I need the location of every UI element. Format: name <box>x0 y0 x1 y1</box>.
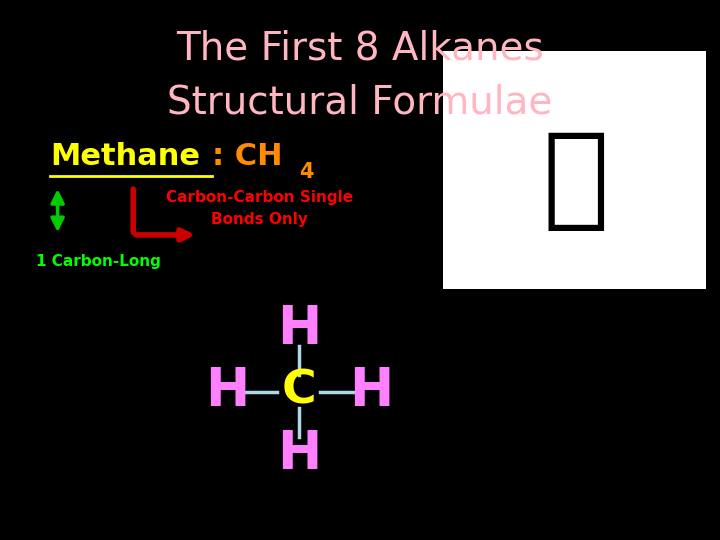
Text: The First 8 Alkanes: The First 8 Alkanes <box>176 30 544 68</box>
Text: Methane: Methane <box>50 142 200 171</box>
Text: Bonds Only: Bonds Only <box>211 212 307 227</box>
Bar <box>443 51 706 289</box>
Text: 1 Carbon-Long: 1 Carbon-Long <box>36 254 161 269</box>
Text: Carbon-Carbon Single: Carbon-Carbon Single <box>166 190 353 205</box>
Text: : CH: : CH <box>212 142 283 171</box>
Text: H: H <box>204 366 249 417</box>
Text: H: H <box>276 303 321 355</box>
Text: 4: 4 <box>299 161 313 182</box>
Text: 🐄: 🐄 <box>543 127 609 234</box>
Text: Structural Formulae: Structural Formulae <box>167 84 553 122</box>
Text: H: H <box>348 366 393 417</box>
Text: C: C <box>282 369 316 414</box>
Text: H: H <box>276 428 321 480</box>
